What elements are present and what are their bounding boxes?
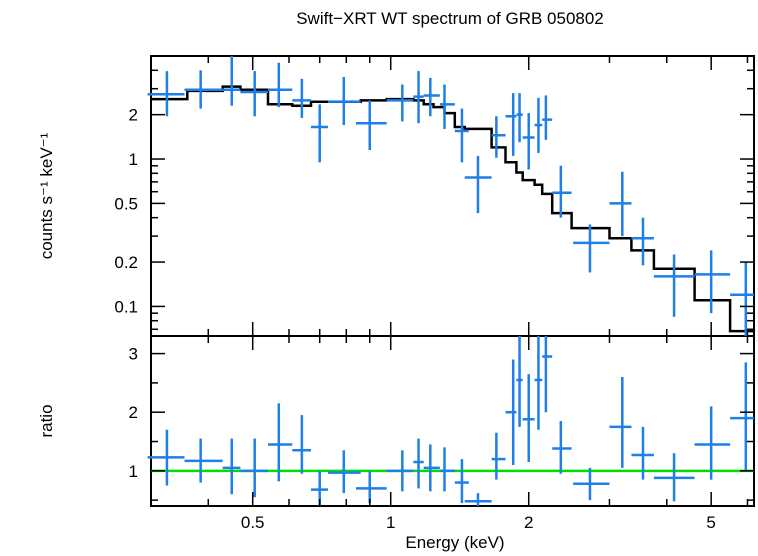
spectrum-point-26 <box>694 250 731 314</box>
ratio-data-points <box>147 336 754 506</box>
spectrum-y-axis-label: counts s⁻¹ keV⁻¹ <box>37 132 56 259</box>
ratio-y-axis-label: ratio <box>37 404 56 437</box>
spectrum-point-12 <box>439 84 455 129</box>
ratio-point-8 <box>356 470 387 504</box>
spectrum-point-19 <box>534 97 543 153</box>
spectrum-point-2 <box>222 56 241 106</box>
spectrum-point-14 <box>464 155 492 214</box>
ratio-point-2 <box>222 438 241 495</box>
spectrum-point-22 <box>573 224 610 273</box>
spectrum-point-27 <box>730 262 754 336</box>
ratio-point-27 <box>730 362 754 471</box>
spectrum-point-4 <box>268 62 293 108</box>
ratio-y-tick-label-2: 3 <box>129 345 138 364</box>
spec-y-tick-label-0: 0.1 <box>114 297 138 316</box>
ratio-y-tick-label-1: 2 <box>129 403 138 422</box>
spectrum-point-7 <box>328 77 361 126</box>
ratio-point-14 <box>464 493 492 506</box>
spec-y-tick-label-3: 1 <box>129 150 138 169</box>
spectrum-point-18 <box>522 113 535 170</box>
ratio-point-20 <box>542 336 553 413</box>
ratio-point-12 <box>439 447 455 492</box>
ratio-point-13 <box>454 459 469 504</box>
tick-labels: 0.5 1 2 5 0.1 0.2 0.5 1 2 1 2 3 <box>114 106 716 532</box>
x-tick-label-2: 2 <box>524 513 533 532</box>
spec-y-tick-label-1: 0.2 <box>114 253 138 272</box>
spec-y-tick-label-2: 0.5 <box>114 194 138 213</box>
spectrum-point-0 <box>147 71 185 117</box>
x-tick-label-0: 0.5 <box>241 513 265 532</box>
ratio-point-3 <box>240 438 269 498</box>
model-step-path <box>151 85 754 333</box>
spectrum-point-16 <box>505 93 517 156</box>
ratio-y-tick-label-0: 1 <box>129 462 138 481</box>
spectrum-point-5 <box>292 78 311 118</box>
ratio-point-18 <box>522 374 535 463</box>
spectrum-point-11 <box>423 77 440 117</box>
spectrum-point-23 <box>609 171 632 237</box>
ratio-panel-frame <box>150 335 755 507</box>
spectrum-point-20 <box>542 95 553 140</box>
spectrum-point-9 <box>386 84 414 122</box>
model-step-curve <box>151 85 754 333</box>
ratio-point-25 <box>653 453 695 502</box>
ratio-point-4 <box>268 403 293 482</box>
ratio-point-26 <box>694 406 731 480</box>
spectrum-data-points <box>147 56 754 336</box>
spectrum-point-25 <box>653 254 695 317</box>
spec-y-tick-label-4: 2 <box>129 106 138 125</box>
spectrum-point-10 <box>413 71 424 124</box>
spectrum-point-8 <box>356 100 387 151</box>
axis-ticks <box>150 56 754 506</box>
spectrum-point-6 <box>310 104 329 163</box>
spectrum-point-17 <box>516 93 523 143</box>
ratio-point-21 <box>552 421 572 474</box>
spectrum-point-3 <box>240 71 269 117</box>
x-tick-label-3: 5 <box>706 513 715 532</box>
spectrum-point-13 <box>454 108 469 163</box>
spectrum-panel-frame <box>150 55 755 337</box>
spectrum-point-15 <box>491 116 506 158</box>
x-axis-label: Energy (keV) <box>405 533 504 552</box>
ratio-point-24 <box>631 426 654 480</box>
spectrum-point-24 <box>631 217 654 266</box>
chart-title: Swift−XRT WT spectrum of GRB 050802 <box>296 9 604 28</box>
ratio-point-17 <box>516 336 523 427</box>
ratio-point-22 <box>573 467 610 501</box>
ratio-point-7 <box>328 450 361 494</box>
ratio-point-0 <box>147 429 185 486</box>
ratio-point-23 <box>609 377 632 468</box>
ratio-point-16 <box>505 359 517 465</box>
spectrum-point-1 <box>184 70 223 109</box>
ratio-point-10 <box>413 438 424 489</box>
x-tick-label-1: 1 <box>386 513 395 532</box>
spectrum-point-21 <box>552 165 572 218</box>
ratio-point-15 <box>491 432 506 480</box>
ratio-point-19 <box>534 336 543 430</box>
ratio-point-9 <box>386 450 414 492</box>
ratio-point-11 <box>423 444 440 492</box>
ratio-point-5 <box>292 415 311 474</box>
ratio-point-1 <box>184 438 223 483</box>
